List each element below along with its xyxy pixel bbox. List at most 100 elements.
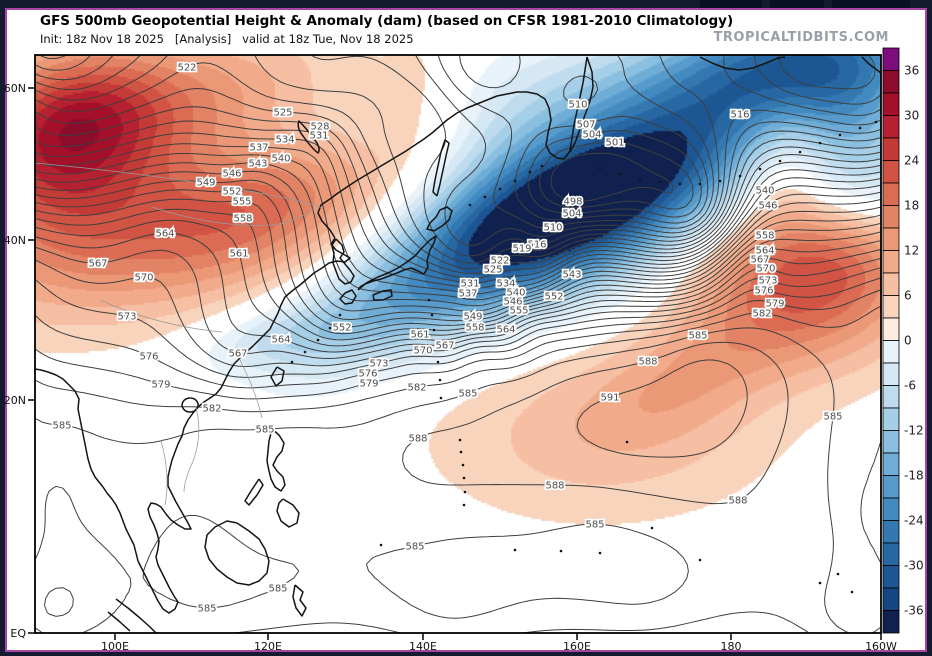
island-dot [638, 177, 642, 181]
admin-border-path [183, 407, 200, 493]
contour-label-558: 558 [465, 323, 484, 334]
contour-label-564: 564 [496, 325, 515, 336]
island-dot [838, 133, 842, 137]
island-dot [430, 313, 434, 317]
contour-label-561: 561 [229, 249, 248, 260]
colorbar-label: -30 [904, 559, 924, 573]
init-valid-line: Init: 18z Nov 18 2025 [Analysis] valid a… [40, 32, 414, 46]
colorbar-label: 30 [904, 109, 919, 123]
colorbar-cell [882, 565, 900, 589]
coastline-path [699, 56, 786, 71]
coastline-path [204, 520, 270, 586]
contour-579 [35, 289, 881, 400]
lat-tick-label: 60N [4, 82, 26, 95]
island-dot [328, 326, 332, 330]
colorbar-cell [882, 47, 900, 71]
contour-label-576: 576 [139, 352, 158, 363]
island-dot [468, 203, 472, 207]
contour-label-579: 579 [151, 380, 170, 391]
contour-label-498: 498 [563, 197, 582, 208]
contour-label-585: 585 [52, 421, 71, 432]
coastline-path [432, 139, 450, 197]
colorbar-label: -12 [904, 424, 924, 438]
contour-label-588: 588 [728, 496, 747, 507]
browser-tab [832, 0, 910, 8]
island-dot [316, 338, 320, 342]
island-dot [458, 438, 462, 442]
contour-label-540: 540 [506, 288, 525, 299]
lat-tick-label: 20N [4, 394, 26, 407]
contour-531 [35, 120, 881, 284]
island-dot [461, 463, 465, 467]
contour-label-585: 585 [268, 584, 287, 595]
contour-522 [35, 62, 881, 270]
island-dot [513, 548, 517, 552]
contour-label-516: 516 [527, 240, 546, 251]
colorbar-cell [882, 520, 900, 544]
colorbar-label: 36 [904, 64, 919, 78]
colorbar-cell [882, 70, 900, 94]
colorbar-label: 18 [904, 199, 919, 213]
contour-label-510: 510 [568, 100, 587, 111]
colorbar-cell [882, 295, 900, 319]
contour-label-564: 564 [155, 229, 174, 240]
contour-label-567: 567 [435, 341, 454, 352]
contour-label-567: 567 [228, 349, 247, 360]
contour-label-549: 549 [463, 312, 482, 323]
coastline-path [115, 598, 157, 633]
colorbar-cell [882, 160, 900, 184]
contour-label-501: 501 [605, 138, 624, 149]
lon-tick-label: 140E [409, 640, 437, 653]
lon-tick-label: 120E [254, 640, 282, 653]
contour-label-555: 555 [232, 197, 251, 208]
coastline-path [861, 56, 881, 74]
contour-501 [539, 141, 694, 210]
colorbar-cell [882, 430, 900, 454]
contour-591 [576, 359, 748, 458]
contour-label-540: 540 [755, 186, 774, 197]
plot-frame [34, 54, 882, 634]
contour-546 [35, 170, 881, 312]
contour-label-534: 534 [496, 279, 515, 290]
lon-tick-label: 100E [101, 640, 129, 653]
colorbar-cell [882, 205, 900, 229]
contour-labels: 5225255285315345375405435465495525555585… [51, 61, 845, 617]
admin-border-path [160, 440, 168, 506]
browser-tab [770, 0, 824, 8]
contour-549 [35, 179, 881, 321]
colorbar-cell [882, 475, 900, 499]
contour-558 [35, 208, 881, 341]
island-dot [850, 590, 854, 594]
admin-border-path [151, 206, 315, 226]
contour-label-537: 537 [249, 143, 268, 154]
contour-label-546: 546 [503, 297, 522, 308]
axis-ticks: 60N 40N 20N EQ 100E 120E 140E 160E 180 160W [4, 82, 897, 653]
tropicaltidbits-watermark: TROPICALTIDBITS.COM [713, 30, 889, 45]
contour-label-531: 531 [460, 279, 479, 290]
coastlines [35, 56, 881, 633]
contour-510 [35, 55, 881, 229]
contour-label-570: 570 [413, 346, 432, 357]
browser-tab [700, 0, 762, 8]
admin-border-path [99, 299, 223, 333]
contour-label-510: 510 [543, 223, 562, 234]
contour-588 [234, 341, 810, 633]
colorbar-cell [882, 182, 900, 206]
contour-498 [550, 152, 674, 202]
contour-570 [35, 257, 881, 367]
island-dot [798, 150, 802, 154]
island-dot [758, 167, 762, 171]
colorbar-cell [882, 227, 900, 251]
admin-border-path [239, 359, 263, 419]
coastline-path [569, 56, 594, 153]
contour-516 [35, 55, 881, 257]
island-dot [698, 558, 702, 562]
contour-513 [35, 55, 881, 246]
contour-540 [35, 153, 881, 301]
contour-label-516: 516 [730, 110, 749, 121]
island-dot [778, 159, 782, 163]
colorbar-label: -18 [904, 469, 924, 483]
colorbar-label: 6 [904, 289, 912, 303]
admin-border-path [35, 162, 323, 209]
